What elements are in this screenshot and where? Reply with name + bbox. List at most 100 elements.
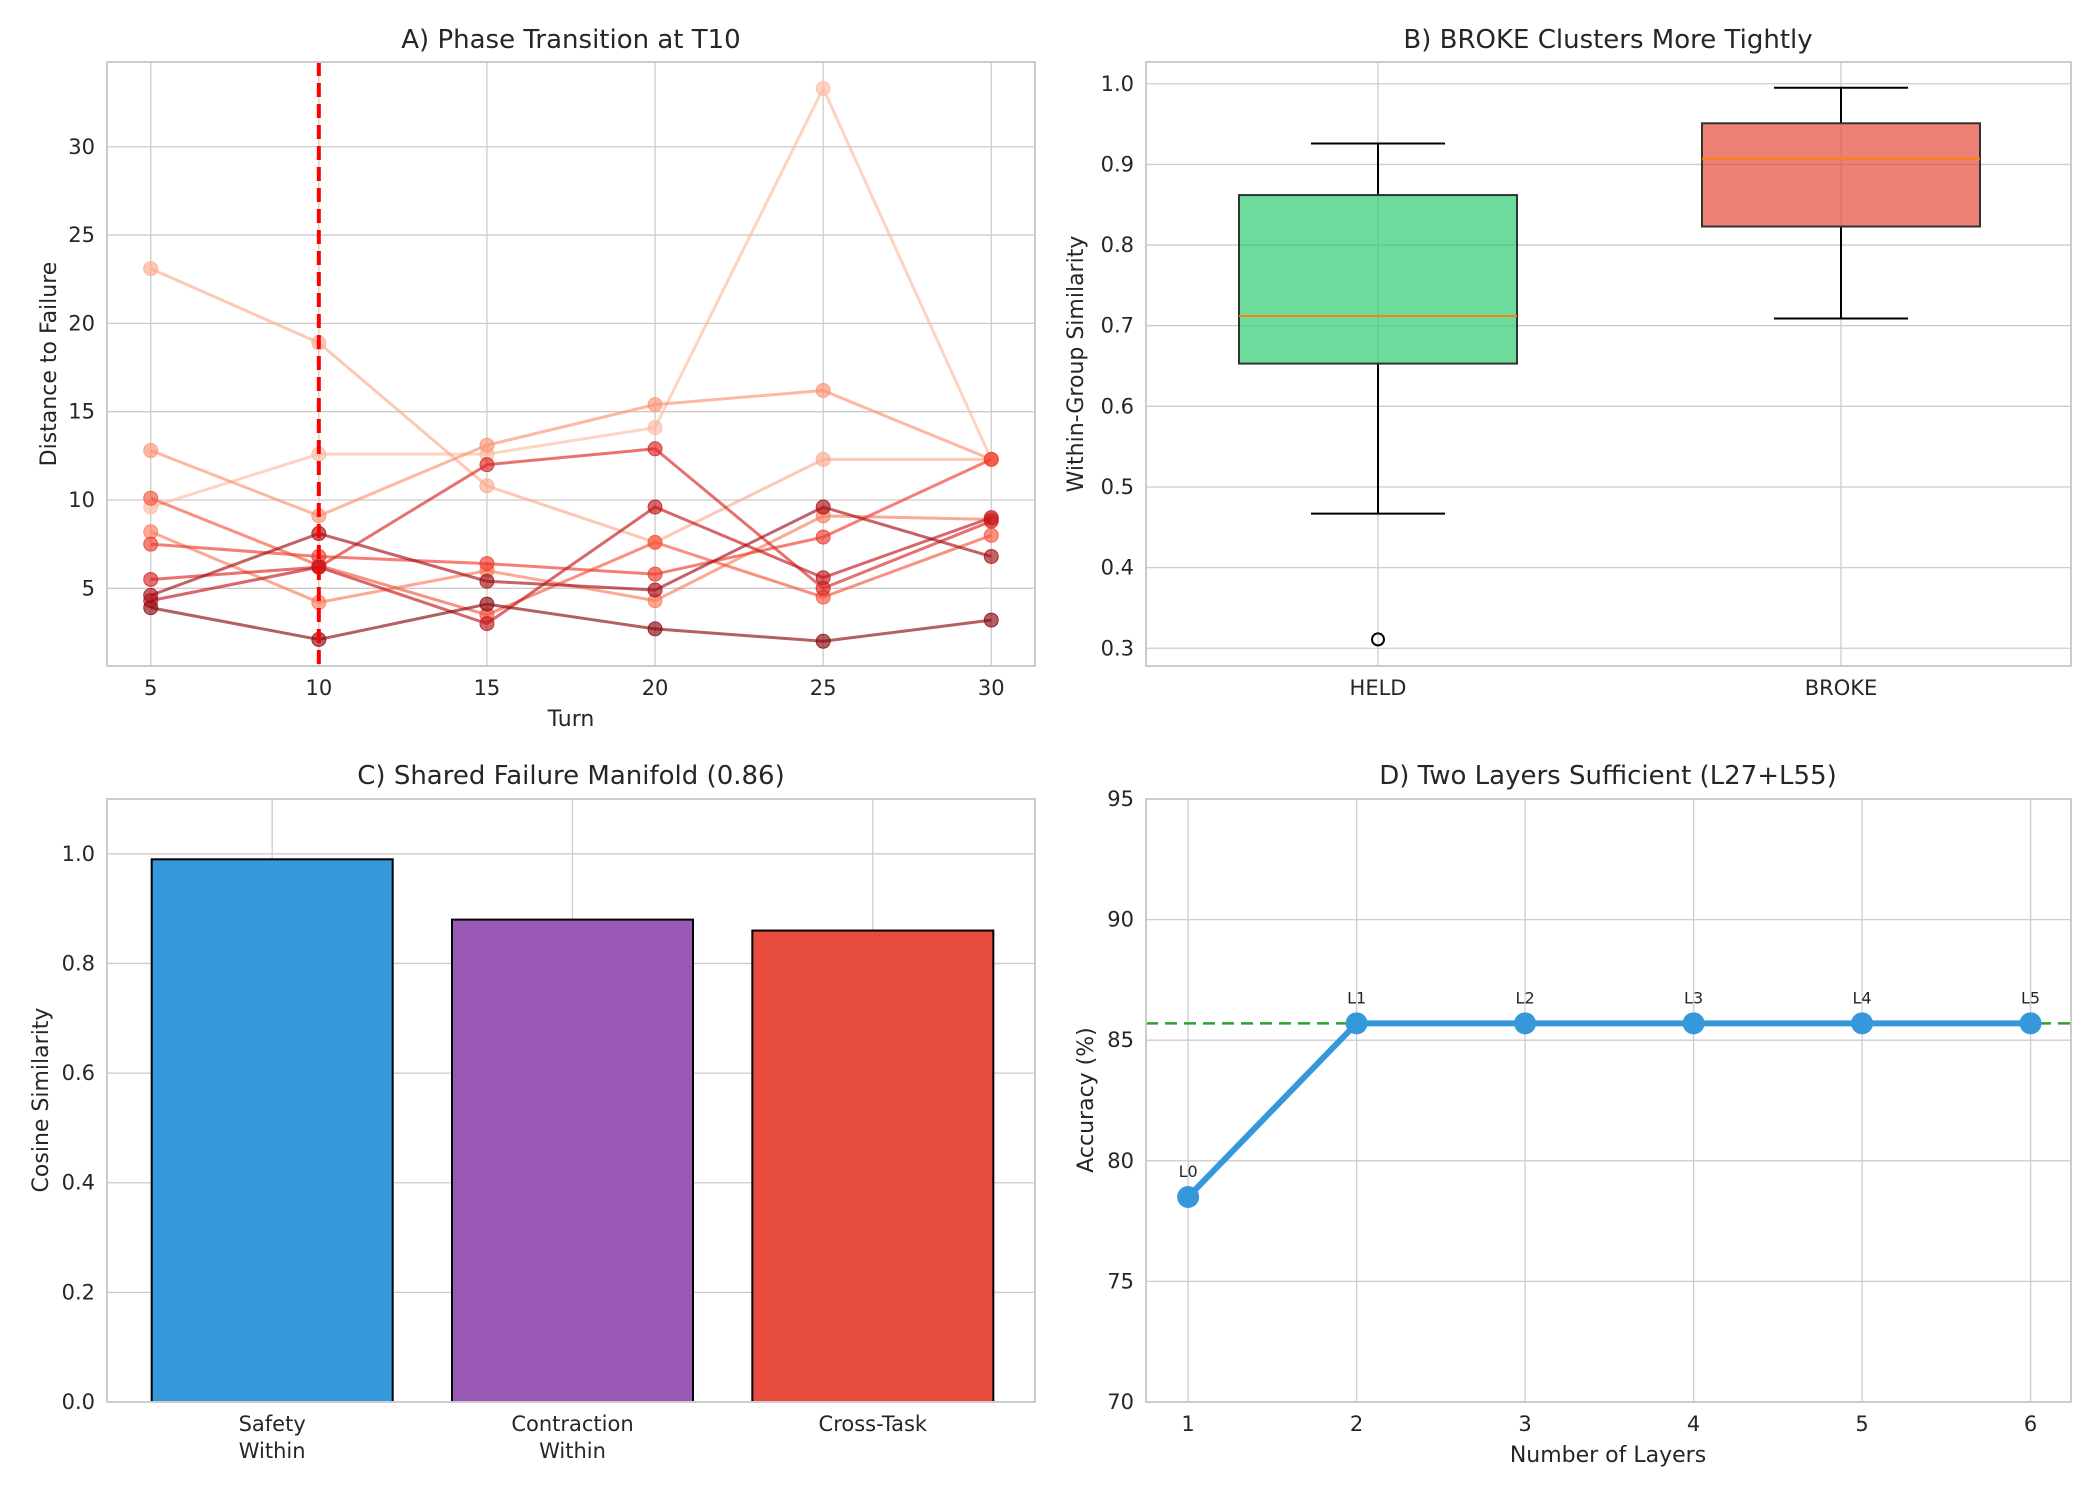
panel-d-xtick-label: 5 xyxy=(1855,1412,1868,1436)
panel-a-ytick-label: 30 xyxy=(68,135,95,159)
panel-d-xtick-label: 3 xyxy=(1518,1412,1531,1436)
data-point xyxy=(143,443,159,459)
panel-a-title: A) Phase Transition at T10 xyxy=(401,25,740,55)
data-point xyxy=(983,549,999,565)
panel-a-ytick-label: 10 xyxy=(68,488,95,512)
panel-c-ytick-label: 1.0 xyxy=(62,842,95,866)
panel-c-ytick-label: 0.0 xyxy=(62,1390,95,1414)
data-point xyxy=(143,490,159,506)
panel-a-ytick-label: 5 xyxy=(82,576,95,600)
data-point xyxy=(983,527,999,543)
panel-b-ytick-label: 0.7 xyxy=(1101,314,1134,338)
panel-c-xtick-label: Safety xyxy=(239,1412,306,1436)
panel-c-ytick-label: 0.4 xyxy=(62,1171,95,1195)
data-point xyxy=(815,570,831,586)
data-point xyxy=(143,536,159,552)
panel-a-xtick-label: 25 xyxy=(810,676,837,700)
bar-1 xyxy=(451,918,695,1403)
accuracy-point xyxy=(2019,1012,2042,1035)
series-line-2 xyxy=(150,267,992,544)
panel-d-ytick-label: 80 xyxy=(1107,1149,1134,1173)
data-point xyxy=(143,600,159,616)
data-point xyxy=(647,397,663,413)
panel-c-ylabel: Cosine Similarity xyxy=(29,1008,54,1193)
data-point xyxy=(815,451,831,467)
series-line-1 xyxy=(150,84,993,509)
panel-c: C) Shared Failure Manifold (0.86) Cosine… xyxy=(29,761,1036,1463)
panel-b: B) BROKE Clusters More Tightly Within-Gr… xyxy=(1064,25,2072,700)
panel-d-xtick-label: 1 xyxy=(1181,1412,1194,1436)
accuracy-point xyxy=(1177,1185,1200,1208)
series-line-8 xyxy=(150,505,992,626)
accuracy-point xyxy=(1682,1012,1705,1035)
panel-b-ytick-label: 0.3 xyxy=(1101,636,1134,660)
panel-b-xtick-label: HELD xyxy=(1350,676,1407,700)
series-line-10 xyxy=(150,602,992,643)
data-point xyxy=(647,582,663,598)
series-line-3 xyxy=(150,388,992,518)
panel-c-title: C) Shared Failure Manifold (0.86) xyxy=(357,761,784,791)
panel-a-axes-frame xyxy=(106,61,1036,667)
point-label: L2 xyxy=(1516,988,1535,1007)
data-point xyxy=(479,616,495,632)
panel-a-ytick-label: 20 xyxy=(68,311,95,335)
point-label: L0 xyxy=(1179,1162,1198,1181)
data-point xyxy=(479,437,495,453)
panel-a-xlabel: Turn xyxy=(547,707,595,732)
panel-a-xtick-label: 5 xyxy=(144,676,157,700)
panel-c-ytick-label: 0.2 xyxy=(62,1280,95,1304)
panel-b-ytick-label: 0.9 xyxy=(1101,152,1134,176)
point-label: L1 xyxy=(1347,988,1366,1007)
panel-d-ytick-label: 85 xyxy=(1107,1028,1134,1052)
panel-b-ytick-label: 1.0 xyxy=(1101,72,1134,96)
panel-d-xtick-label: 6 xyxy=(2024,1412,2037,1436)
panel-b-xtick-label: BROKE xyxy=(1805,676,1878,700)
data-point xyxy=(983,451,999,467)
panel-d-xtick-label: 2 xyxy=(1350,1412,1363,1436)
panel-b-title: B) BROKE Clusters More Tightly xyxy=(1403,25,1812,55)
accuracy-point xyxy=(1514,1012,1537,1035)
data-point xyxy=(143,261,159,277)
panel-c-xtick-label: Within xyxy=(239,1439,306,1463)
point-label: L4 xyxy=(1853,988,1872,1007)
panel-d-title: D) Two Layers Sufficient (L27+L55) xyxy=(1379,761,1837,791)
series-line-6 xyxy=(150,458,992,576)
series-line-9 xyxy=(150,505,992,597)
data-point xyxy=(983,612,999,628)
panel-b-ytick-label: 0.5 xyxy=(1101,475,1134,499)
panel-c-xtick-label: Contraction xyxy=(511,1412,633,1436)
panel-c-xtick-label: Cross-Task xyxy=(819,1412,928,1436)
data-point xyxy=(983,510,999,526)
data-point xyxy=(479,573,495,589)
bar-0 xyxy=(150,858,394,1403)
panel-b-ytick-label: 0.4 xyxy=(1101,556,1134,580)
data-point xyxy=(815,633,831,649)
panel-d-axes-frame xyxy=(1145,798,2072,1403)
panel-a-xtick-label: 15 xyxy=(474,676,501,700)
accuracy-point xyxy=(1345,1012,1368,1035)
panel-a-xtick-label: 20 xyxy=(642,676,669,700)
panel-d-ylabel: Accuracy (%) xyxy=(1074,1027,1099,1173)
series-line-7 xyxy=(150,447,992,591)
panel-a: A) Phase Transition at T10 Turn Distance… xyxy=(37,25,1036,732)
panel-d-ytick-label: 95 xyxy=(1107,787,1134,811)
panel-a-xtick-label: 30 xyxy=(978,676,1005,700)
data-point xyxy=(647,566,663,582)
bar-2 xyxy=(751,929,995,1404)
panel-b-ylabel: Within-Group Similarity xyxy=(1064,236,1089,493)
data-point xyxy=(647,621,663,637)
panel-d-ytick-label: 70 xyxy=(1107,1390,1134,1414)
panel-a-ytick-label: 15 xyxy=(68,400,95,424)
point-label: L3 xyxy=(1684,988,1703,1007)
panel-b-ytick-label: 0.6 xyxy=(1101,394,1134,418)
data-point xyxy=(647,441,663,457)
accuracy-line xyxy=(1185,1020,2031,1200)
panel-a-ylabel: Distance to Failure xyxy=(37,262,62,467)
panel-a-ytick-label: 25 xyxy=(68,223,95,247)
outlier-point xyxy=(1371,632,1385,647)
data-point xyxy=(479,596,495,612)
panel-c-ytick-label: 0.8 xyxy=(62,951,95,975)
panel-d-xlabel: Number of Layers xyxy=(1510,1443,1706,1468)
panel-b-ytick-label: 0.8 xyxy=(1101,233,1134,257)
